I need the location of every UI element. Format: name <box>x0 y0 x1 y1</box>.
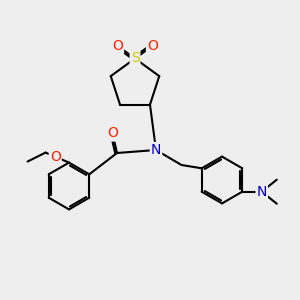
Text: N: N <box>256 185 267 199</box>
Text: O: O <box>50 150 61 164</box>
Text: O: O <box>147 39 158 53</box>
Text: O: O <box>107 127 118 140</box>
Text: O: O <box>112 39 123 53</box>
Text: S: S <box>130 52 140 65</box>
Text: N: N <box>151 143 161 157</box>
